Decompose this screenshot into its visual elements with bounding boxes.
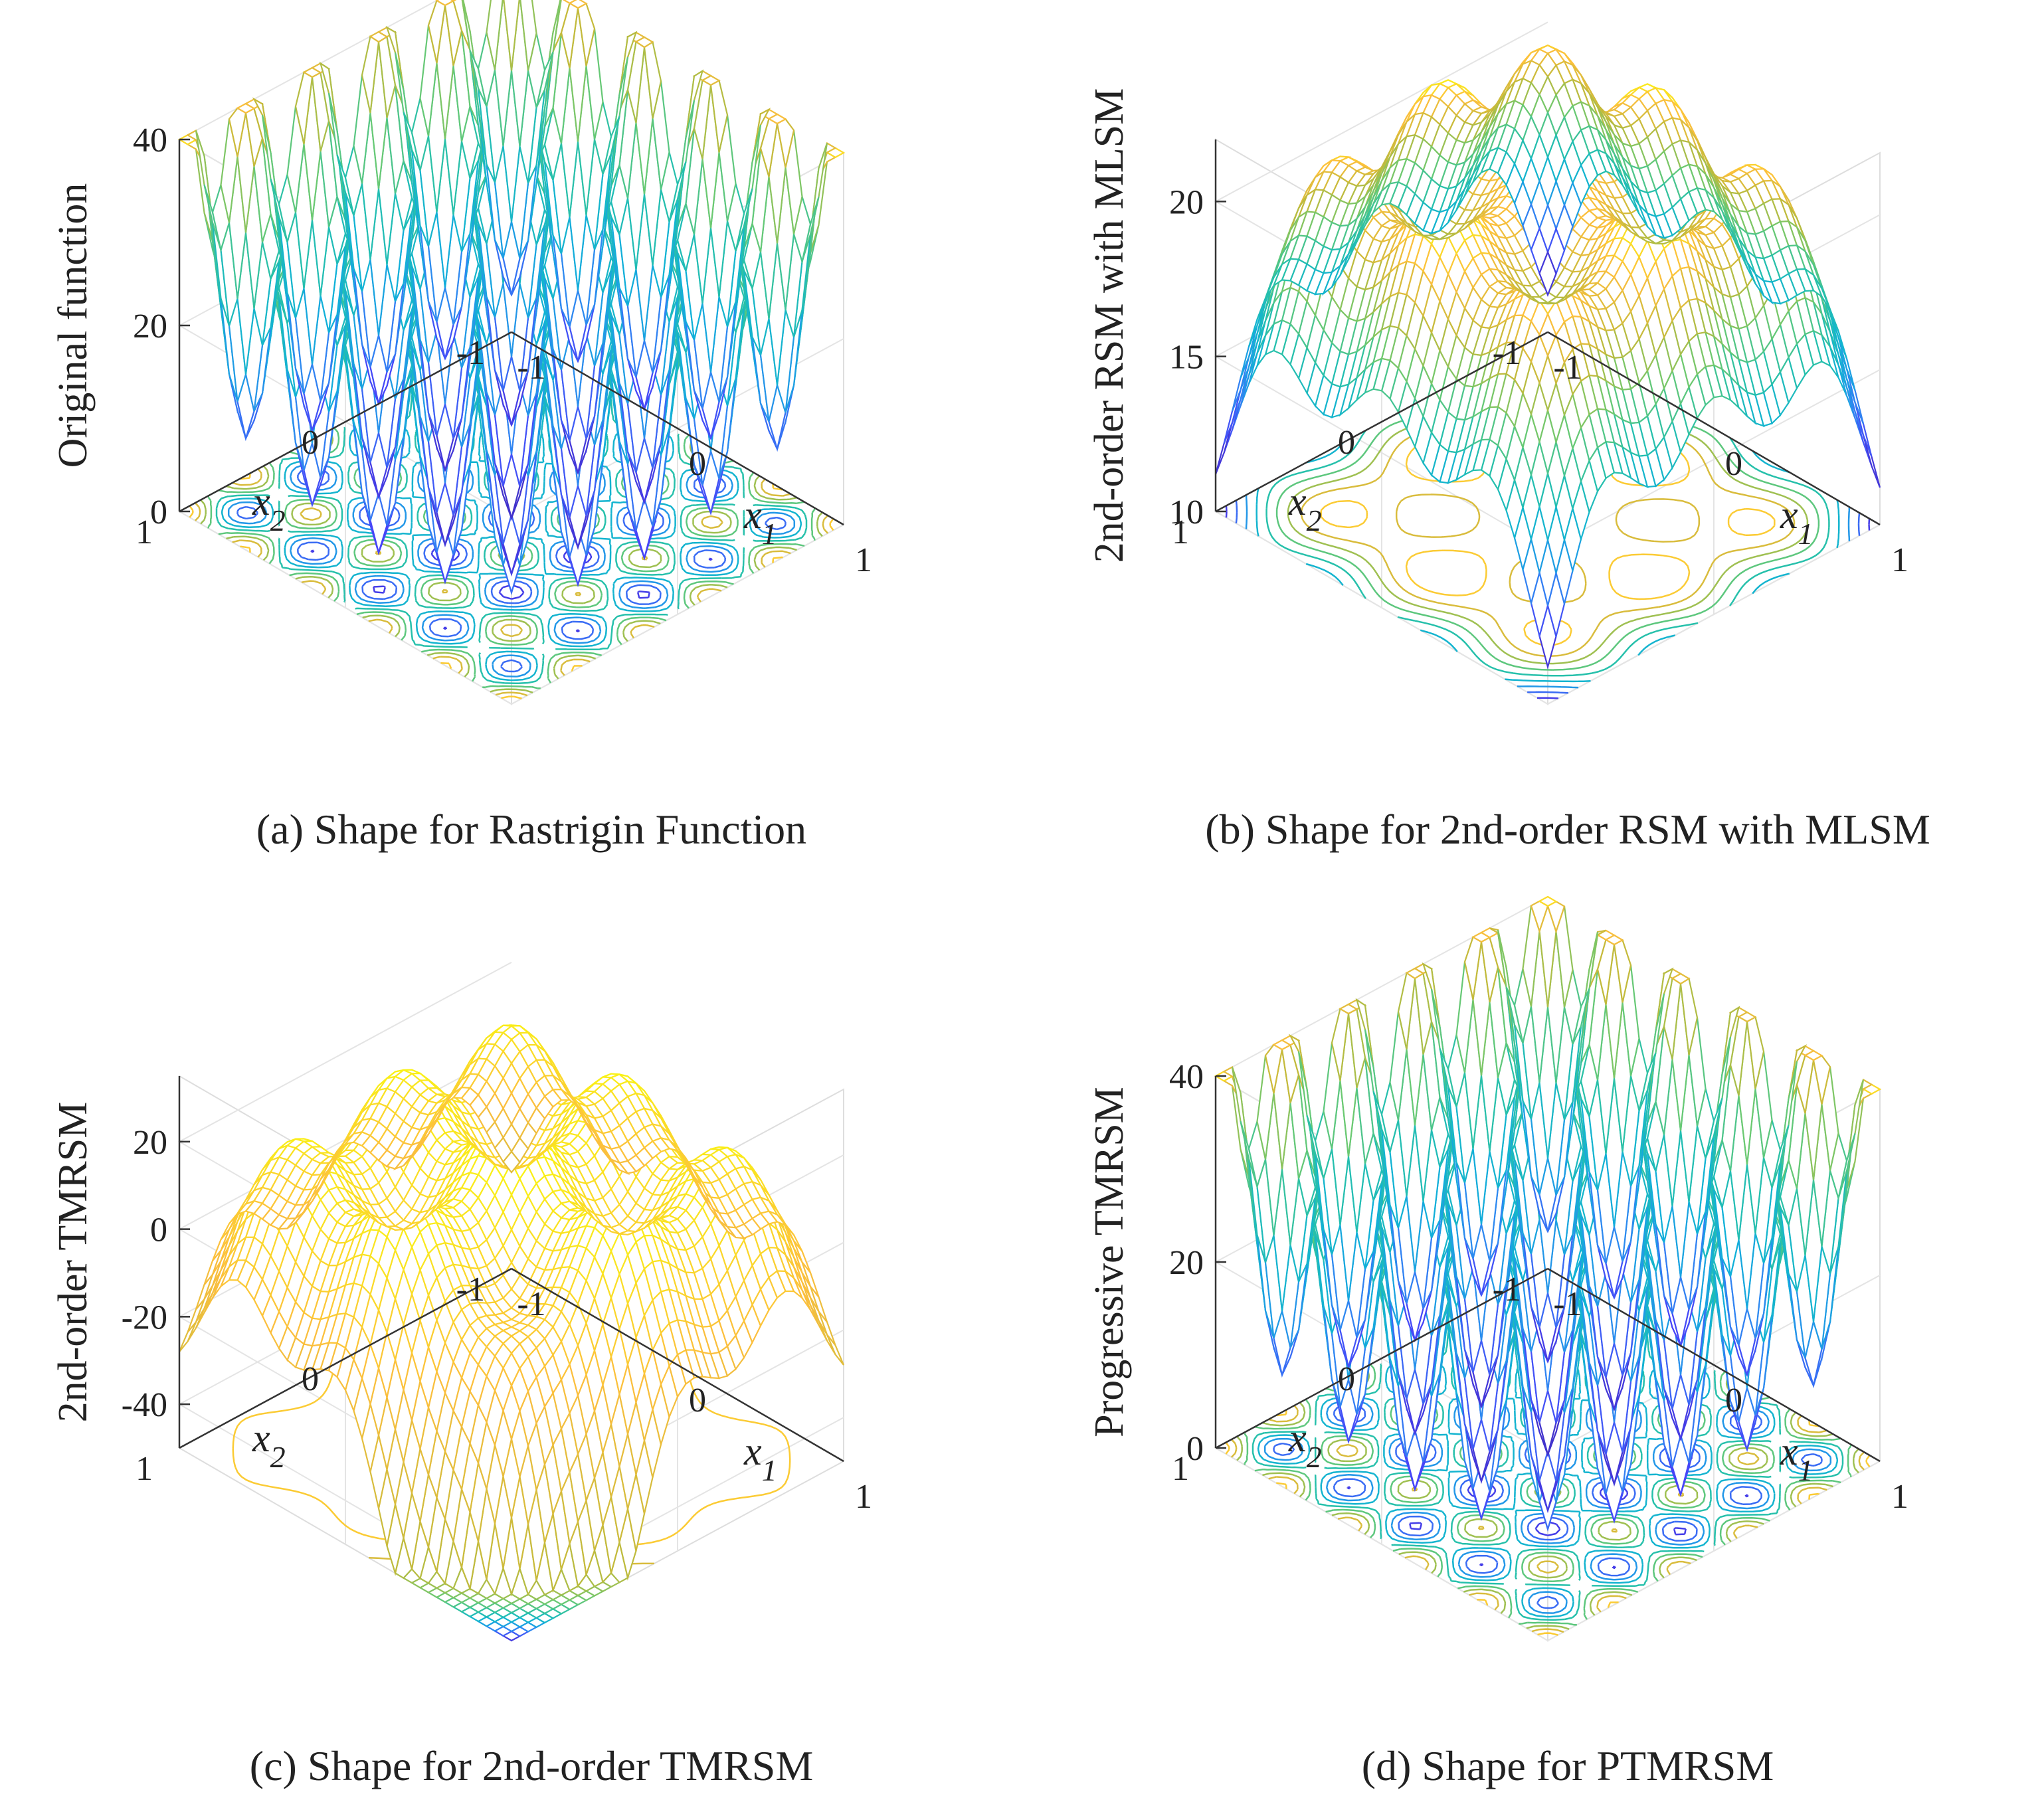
x-tick-label: -1 xyxy=(517,349,545,387)
x-tick-label: 0 xyxy=(1725,445,1742,483)
z-tick-label: 15 xyxy=(1169,339,1204,377)
z-tick-label: -20 xyxy=(122,1299,167,1336)
surface-mesh xyxy=(178,1024,845,1642)
mesh-cell xyxy=(503,0,520,71)
y-axis-label: x2 xyxy=(252,1416,286,1474)
subplot-caption: (b) Shape for 2nd-order RSM with MLSM xyxy=(1205,806,1930,853)
subplot-caption: (a) Shape for Rastrigin Function xyxy=(256,806,806,853)
z-tick-label: 20 xyxy=(133,1124,167,1162)
subplot-caption: (c) Shape for 2nd-order TMRSM xyxy=(250,1742,813,1789)
z-tick-label: 0 xyxy=(150,494,167,531)
z-tick-label: 40 xyxy=(133,122,167,159)
z-axis-label: 2nd-order RSM with MLSM xyxy=(1087,88,1132,563)
z-axis-label: 2nd-order TMRSM xyxy=(50,1102,96,1423)
subplot-3: -40 -20 0 20 -1 0 1 -1 0 1 x2 x1 2nd-order TMRSM (c) … xyxy=(50,961,872,1789)
y-tick-label: 0 xyxy=(302,424,319,462)
y-tick-label: 1 xyxy=(1172,513,1189,551)
mesh-cell xyxy=(435,0,455,7)
x-axis-label: x1 xyxy=(743,1429,777,1487)
z-tick-label: 0 xyxy=(150,1212,167,1249)
y-tick-label: 1 xyxy=(136,513,153,551)
x-tick-label: -1 xyxy=(517,1285,545,1323)
z-tick-label: 20 xyxy=(1169,183,1204,221)
z-tick-label: 20 xyxy=(133,308,167,345)
x-axis-label: x1 xyxy=(743,493,777,551)
x-tick-label: -1 xyxy=(1553,349,1582,387)
x-tick-label: 0 xyxy=(689,1382,706,1419)
mesh-cell xyxy=(519,0,537,71)
y-axis-label: x2 xyxy=(252,480,286,537)
x-axis-line xyxy=(511,331,844,526)
mesh-cell xyxy=(450,0,457,2)
surface-mesh xyxy=(1214,45,1881,670)
mesh-cell xyxy=(826,1334,845,1366)
y-tick-label: -1 xyxy=(456,1271,485,1308)
x-tick-label: 1 xyxy=(1891,541,1908,579)
mesh-cell xyxy=(178,1321,197,1352)
x-axis-label: x1 xyxy=(1780,493,1813,551)
y-tick-label: -1 xyxy=(1493,334,1521,372)
x-tick-label: 0 xyxy=(689,445,706,483)
mesh-cell xyxy=(563,0,577,5)
z-axis-label: Original function xyxy=(50,183,96,468)
surface-mesh xyxy=(177,0,846,595)
y-tick-label: 0 xyxy=(302,1360,319,1398)
z-tick-label: -40 xyxy=(122,1386,167,1424)
x-tick-label: 1 xyxy=(855,541,872,579)
y-tick-label: -1 xyxy=(456,334,485,372)
x-tick-label: 1 xyxy=(855,1478,872,1516)
y-tick-label: 1 xyxy=(136,1450,153,1488)
mesh-cell xyxy=(486,0,504,70)
y-tick-label: 0 xyxy=(1338,424,1355,462)
y-axis-line xyxy=(179,331,512,513)
